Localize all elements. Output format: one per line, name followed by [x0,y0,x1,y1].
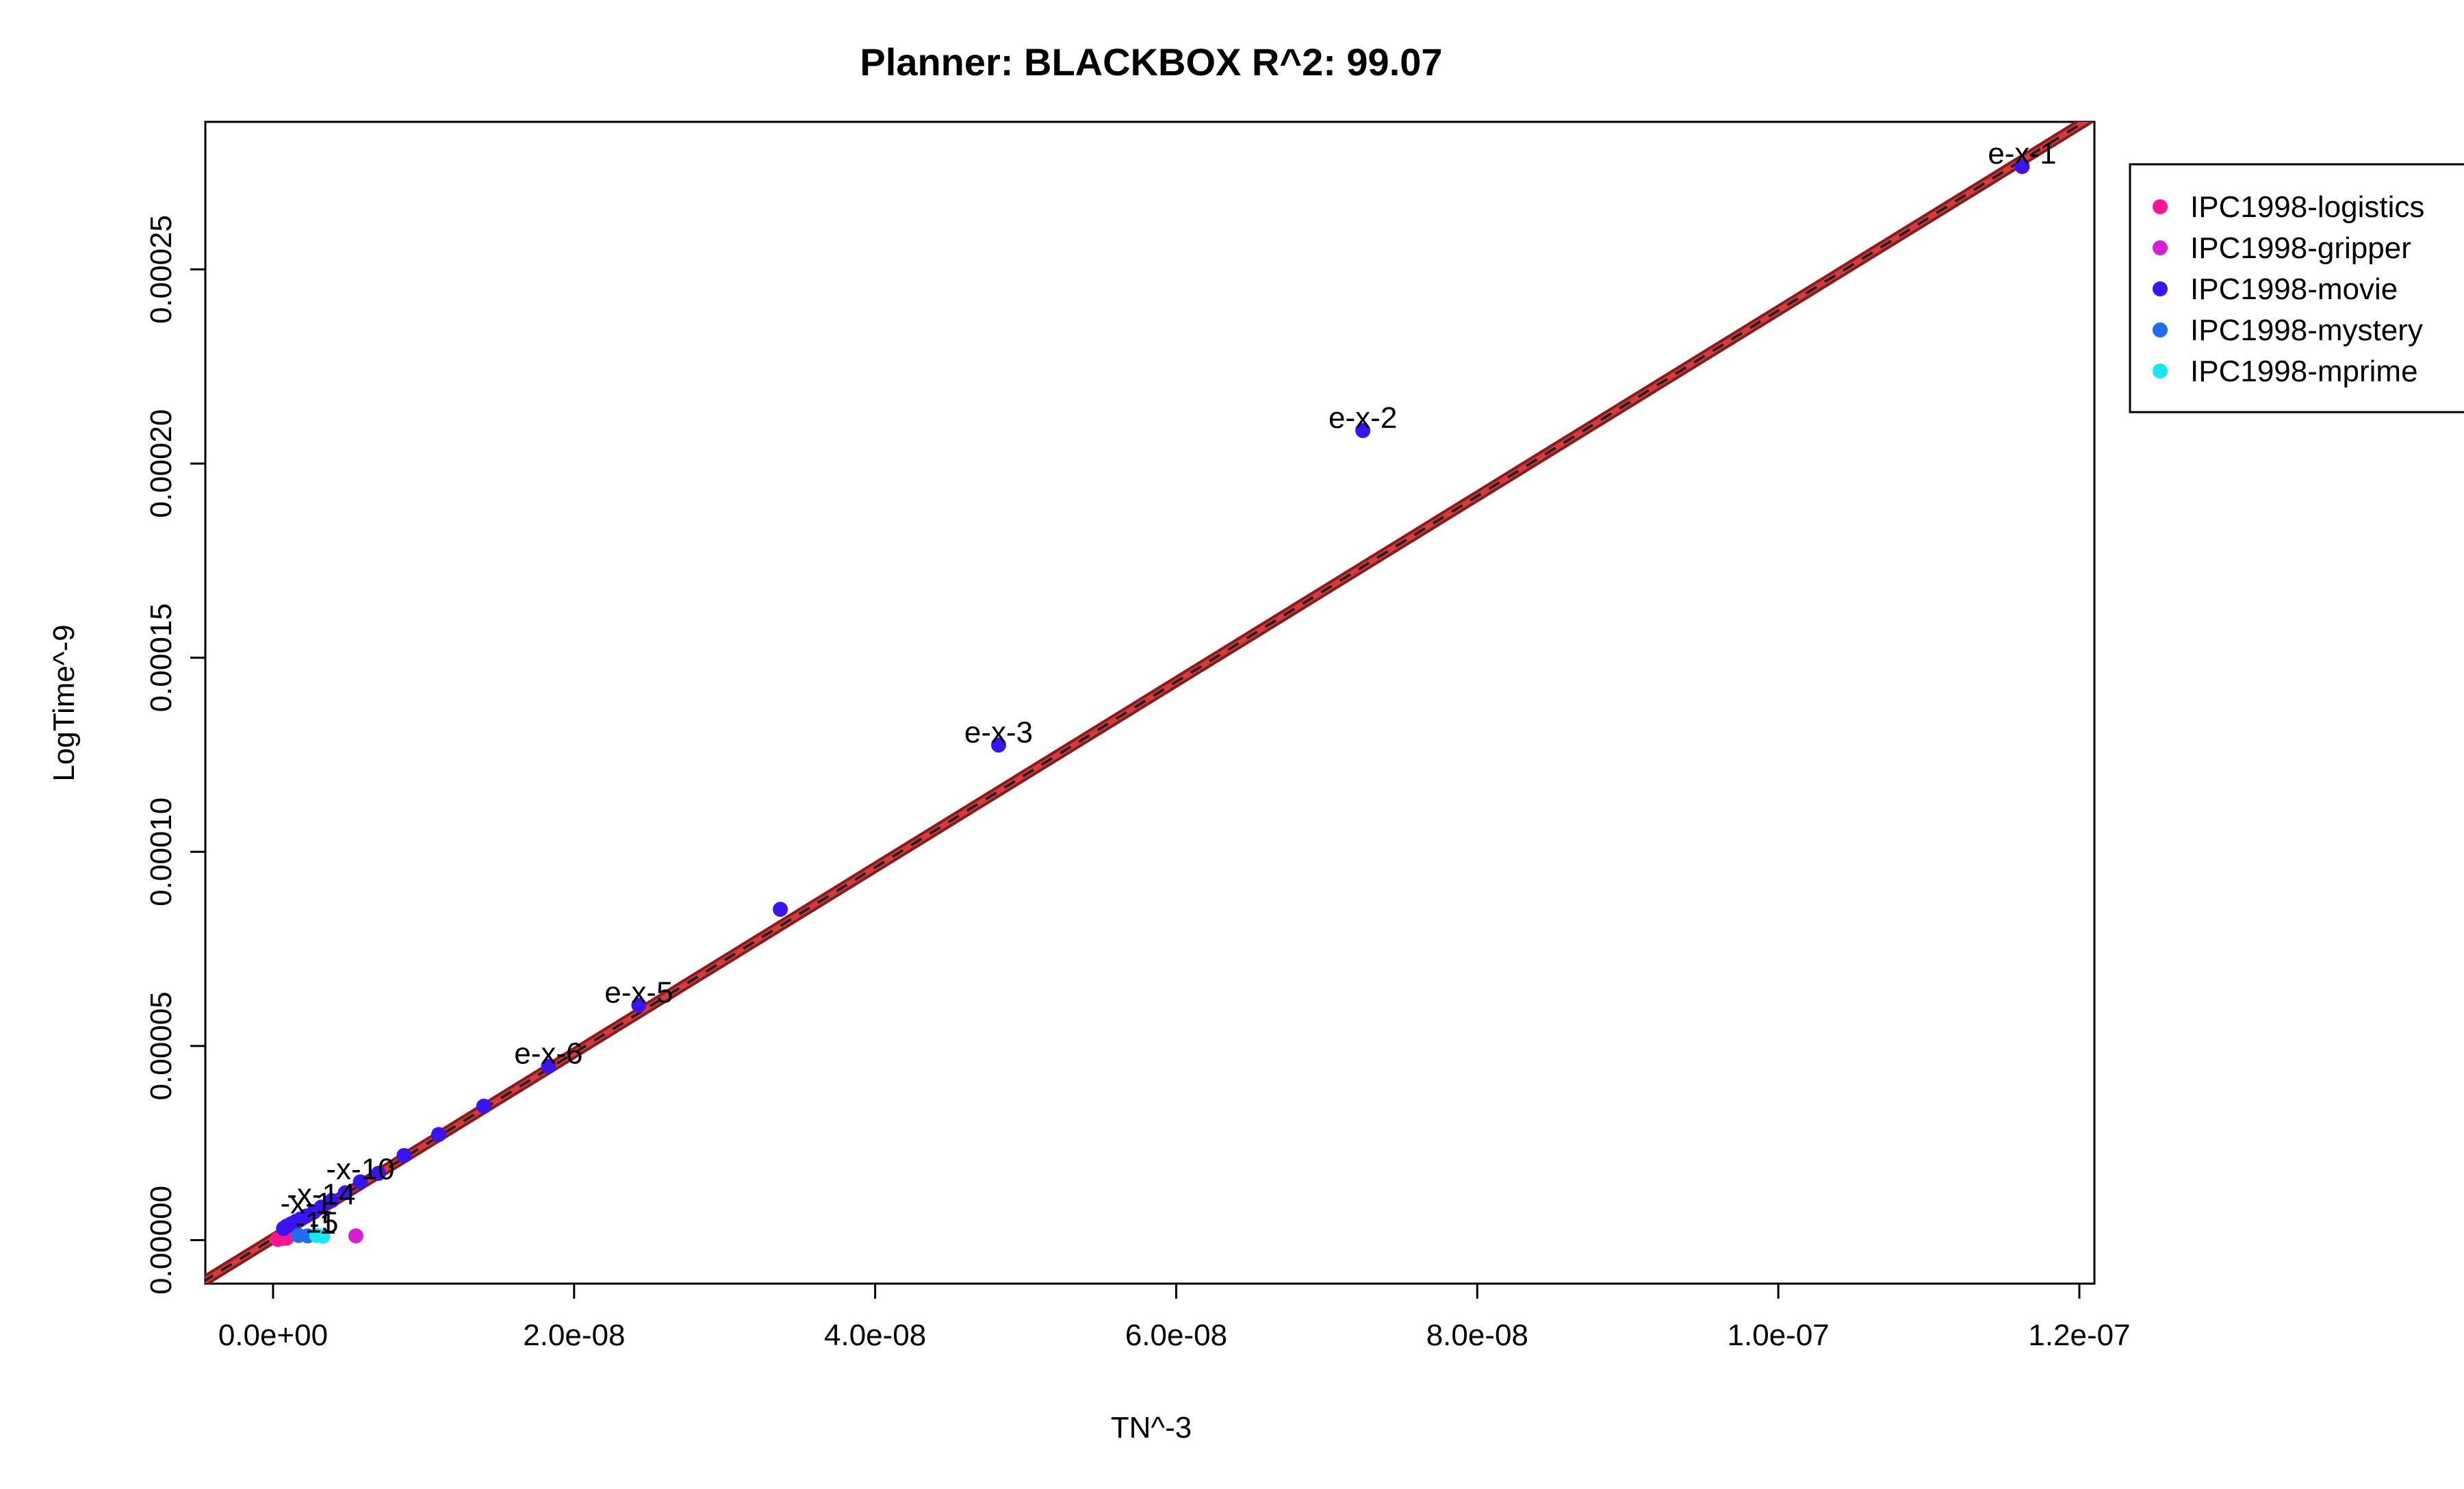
x-axis: 0.0e+00 2.0e-08 4.0e-08 6.0e-08 8.0e-08 1.0e-… [218,1282,2131,1352]
data-point [990,737,1006,753]
x-tick-label: 4.0e-08 [824,1319,926,1352]
x-tick-label: 1.2e-07 [2028,1319,2130,1352]
data-point [352,1174,368,1190]
data-point [396,1147,412,1163]
legend-label: IPC1998-movie [2190,272,2398,306]
legend-label: IPC1998-mystery [2190,314,2423,347]
point-label: e-x-6 [514,1036,582,1070]
fit-line-inner [205,122,2090,1284]
y-tick-label: 0.00005 [144,991,178,1100]
point-label: e-x-2 [1329,401,1397,435]
data-point [370,1165,386,1181]
data-point [348,1228,363,1244]
x-tick-label: 0.0e+00 [218,1319,328,1352]
point-label: -1 [309,1207,336,1240]
legend-marker [2153,240,2168,255]
data-point [431,1127,446,1143]
data-point [2014,159,2030,175]
data-point [631,997,647,1013]
x-tick-label: 1.0e-07 [1728,1319,1830,1352]
x-tick-label: 2.0e-08 [523,1319,625,1352]
point-labels: e-x-1 e-x-2 e-x-3 e-x-5 e-x-6 -x-10-x-14-x-1-… [280,137,2056,1240]
point-label: -x-14 [287,1178,355,1211]
regression-line [205,122,2094,1284]
legend-label: IPC1998-mprime [2190,355,2418,388]
y-tick-label: 0.00025 [144,215,178,324]
point-label: -15 [295,1206,339,1240]
legend-marker [2153,322,2168,338]
point-label: e-x-5 [604,976,673,1009]
chart-title: Planner: BLACKBOX R^2: 99.07 [860,40,1442,84]
y-tick-label: 0.00010 [144,798,178,906]
data-point [476,1098,491,1114]
y-tick-label: 0.00000 [144,1186,178,1295]
legend-marker [2153,364,2168,379]
data-points [270,159,2030,1247]
y-axis-label: LogTime^-9 [47,624,81,781]
legend-marker [2153,281,2168,296]
legend-label: IPC1998-gripper [2190,231,2411,265]
data-point [541,1058,556,1074]
legend-box [2129,163,2464,413]
data-point [337,1185,353,1201]
data-point [773,902,788,917]
data-point [315,1228,331,1244]
data-point [276,1221,292,1236]
fit-line-outer [205,122,2094,1284]
x-axis-label: TN^-3 [1111,1411,1192,1445]
point-label: e-x-3 [964,715,1033,749]
y-axis: 0.00000 0.00005 0.00010 0.00015 0.00020 0.000… [144,215,207,1295]
point-label: -x-10 [326,1152,394,1186]
legend-label: IPC1998-logistics [2190,190,2424,224]
y-tick-label: 0.00020 [144,409,178,518]
point-label: -x-1 [280,1186,332,1220]
y-tick-label: 0.00015 [144,603,178,712]
point-label: e-x-1 [1988,137,2056,170]
x-tick-label: 8.0e-08 [1426,1319,1528,1352]
legend: IPC1998-logistics IPC1998-gripper IPC1998-… [2129,163,2464,413]
data-point [1355,422,1371,438]
legend-marker [2153,199,2168,214]
x-tick-label: 6.0e-08 [1125,1319,1227,1352]
fit-line-dashed [205,122,2088,1282]
